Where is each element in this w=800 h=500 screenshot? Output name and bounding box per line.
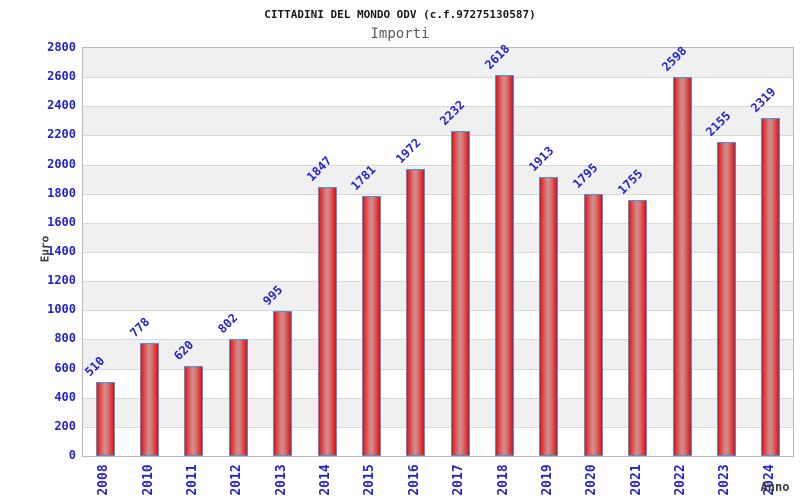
bar: [184, 365, 204, 456]
gridline: [83, 397, 793, 399]
gridline: [83, 222, 793, 224]
y-tick-label: 400: [54, 389, 76, 404]
gridline: [83, 310, 793, 312]
y-tick-label: 2000: [47, 156, 76, 171]
bar: [716, 142, 736, 456]
y-tick-label: 1000: [47, 302, 76, 317]
bar: [583, 194, 603, 456]
y-tick-label: 2600: [47, 69, 76, 84]
x-axis-title: Anno: [760, 480, 790, 494]
bar: [95, 381, 115, 456]
x-tick-label: 2020: [584, 464, 600, 496]
x-tick-label: 2015: [362, 464, 378, 496]
bar: [317, 186, 337, 456]
bar: [450, 130, 470, 456]
y-axis-title: Euro: [38, 235, 52, 263]
x-tick-label: 2008: [96, 464, 112, 496]
bar: [672, 77, 692, 456]
gridline: [83, 193, 793, 195]
bar: [539, 177, 559, 456]
gridline: [83, 106, 793, 108]
x-tick-label: 2019: [539, 464, 555, 496]
y-tick-label: 800: [54, 331, 76, 346]
y-tick-label: 1800: [47, 185, 76, 200]
x-tick-label: 2022: [673, 464, 689, 496]
chart-subtitle: Importi: [370, 26, 430, 42]
gridline: [83, 164, 793, 166]
x-tick-label: 2010: [140, 464, 156, 496]
bar: [273, 311, 293, 456]
gridline: [83, 339, 793, 341]
y-tick-label: 2800: [47, 40, 76, 54]
gridline: [83, 135, 793, 137]
plot-band: [83, 48, 793, 78]
y-tick-label: 2400: [47, 98, 76, 113]
bar: [140, 342, 160, 456]
bar: [495, 74, 515, 456]
x-tick-label: 2013: [273, 464, 289, 496]
chart-title: CITTADINI DEL MONDO ODV (c.f.97275130587…: [264, 8, 536, 21]
y-tick-label: 2200: [47, 127, 76, 142]
bar: [228, 339, 248, 456]
bar: [361, 196, 381, 456]
x-tick-label: 2012: [229, 464, 245, 496]
bar: [406, 168, 426, 456]
x-tick-label: 2018: [495, 464, 511, 496]
x-tick-label: 2014: [318, 464, 334, 496]
bar: [628, 200, 648, 456]
plot-area: 510 778 620 802 995 1847 1781 1972 2232 2618 1913 1…: [82, 41, 794, 457]
x-tick-label: 2017: [451, 464, 467, 496]
gridline: [83, 252, 793, 253]
x-tick-label: 2011: [184, 464, 200, 496]
y-tick-label: 200: [54, 418, 76, 433]
x-tick-label: 2023: [717, 464, 733, 496]
y-tick-label: 1400: [47, 244, 76, 258]
y-tick-label: 600: [54, 360, 76, 375]
y-tick-label: 1600: [47, 214, 76, 229]
gridline: [83, 77, 793, 79]
gridline: [83, 426, 793, 428]
x-tick-label: 2021: [628, 464, 644, 496]
bar: [761, 118, 781, 456]
gridline: [83, 281, 793, 283]
y-tick-label: 1200: [47, 273, 76, 288]
y-tick-label: 0: [68, 448, 76, 462]
gridline: [83, 368, 793, 370]
x-tick-label: 2016: [406, 464, 422, 496]
